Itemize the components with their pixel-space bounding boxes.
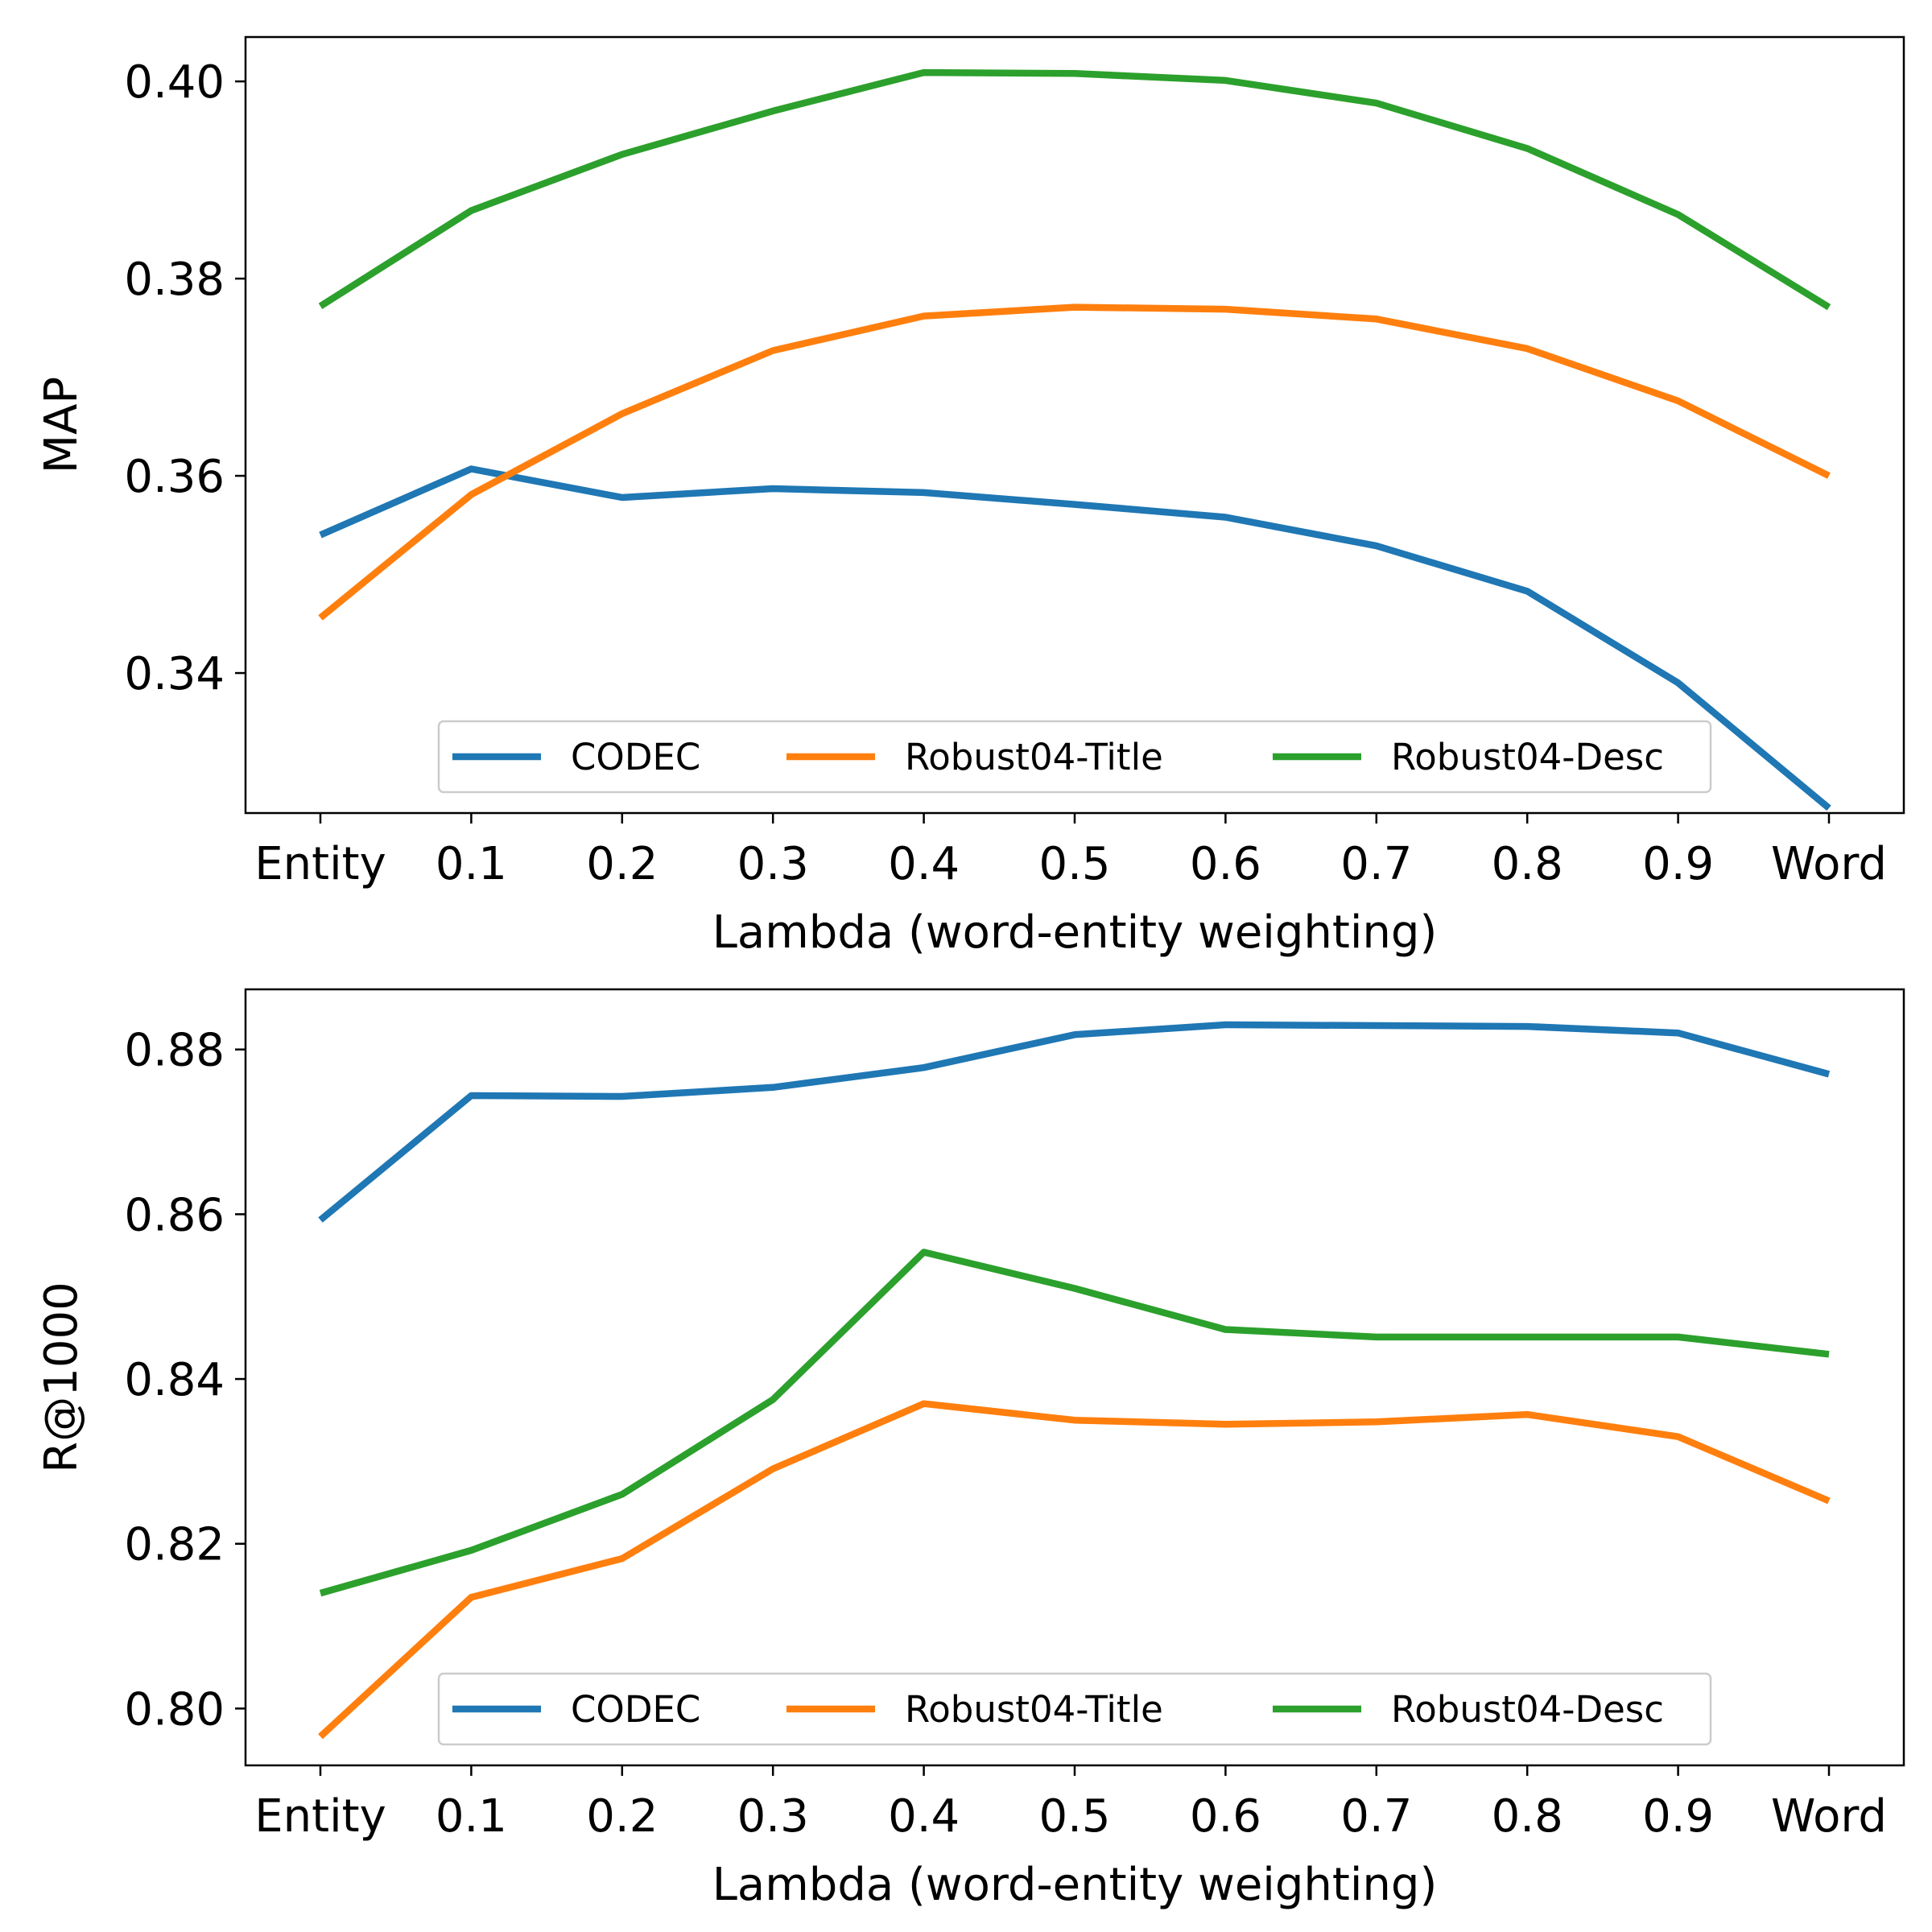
recall-x-tick-label: 0.6 <box>1190 1790 1261 1843</box>
map-legend: CODEC Robust04-Title Robust04-Desc <box>437 720 1712 794</box>
recall-legend-label-robust04-desc: Robust04-Desc <box>1391 1688 1664 1731</box>
recall-y-tick-label: 0.80 <box>124 1683 225 1736</box>
map-y-tick-label: 0.36 <box>124 451 225 503</box>
recall-x-tick-label: 0.9 <box>1642 1790 1714 1843</box>
recall-panel: Entity 0.1 0.2 0.3 0.4 0.5 0.6 0.7 0.8 0.9 Word 0.8… <box>35 988 1905 1911</box>
recall-x-tick-label: 0.7 <box>1340 1790 1412 1843</box>
recall-x-tick-label: 0.3 <box>737 1790 809 1843</box>
map-x-axis-label: Lambda (word-entity weighting) <box>712 906 1438 959</box>
recall-x-tick-label: 0.1 <box>436 1790 507 1843</box>
map-y-tick-label: 0.34 <box>124 648 225 700</box>
map-legend-label-robust04-title: Robust04-Title <box>905 736 1163 778</box>
map-y-axis-label: MAP <box>35 377 88 473</box>
map-x-tick-label: 0.9 <box>1642 838 1714 890</box>
recall-x-tick-label: 0.4 <box>888 1790 960 1843</box>
map-x-tick-label: 0.4 <box>888 838 960 890</box>
map-legend-box <box>437 720 1712 794</box>
recall-legend-box <box>437 1672 1712 1746</box>
recall-x-axis-label: Lambda (word-entity weighting) <box>712 1859 1438 1911</box>
recall-y-tick-label: 0.82 <box>124 1519 225 1571</box>
recall-y-tick-label: 0.84 <box>124 1354 225 1406</box>
map-x-tick-label: 0.5 <box>1038 838 1110 890</box>
map-y-tick-label: 0.38 <box>124 254 225 306</box>
map-x-tick-label: Entity <box>254 838 386 890</box>
recall-legend-label-codec: CODEC <box>571 1688 700 1731</box>
recall-legend-label-robust04-title: Robust04-Title <box>905 1688 1163 1731</box>
map-legend-label-robust04-desc: Robust04-Desc <box>1391 736 1664 778</box>
map-x-tick-label: 0.8 <box>1492 838 1563 890</box>
map-series-codec-line <box>319 465 1831 811</box>
map-y-tick-label: 0.40 <box>124 56 225 109</box>
recall-series-robust04-title-line <box>318 1400 1831 1740</box>
recall-x-tick-label: 0.8 <box>1492 1790 1563 1843</box>
recall-legend: CODEC Robust04-Title Robust04-Desc <box>437 1672 1712 1746</box>
map-x-tick-label: 0.2 <box>586 838 658 890</box>
recall-series-codec-line <box>318 1021 1831 1223</box>
recall-x-tick-label: 0.5 <box>1038 1790 1110 1843</box>
map-x-tick-label: 0.1 <box>436 838 507 890</box>
recall-y-tick-label: 0.88 <box>124 1025 225 1077</box>
map-x-tick-label: 0.6 <box>1190 838 1261 890</box>
recall-x-tick-label: Word <box>1771 1790 1887 1843</box>
map-series-robust04-title-line <box>318 303 1831 621</box>
map-x-tick-label: Word <box>1771 838 1887 890</box>
map-x-tick-label: 0.3 <box>737 838 809 890</box>
recall-series-robust04-desc-line <box>319 1249 1830 1597</box>
recall-y-tick-label: 0.86 <box>124 1189 225 1241</box>
map-x-tick-label: 0.7 <box>1340 838 1412 890</box>
recall-x-tick-label: Entity <box>254 1790 386 1843</box>
map-series-robust04-desc-line <box>318 68 1831 311</box>
recall-y-axis-label: R@1000 <box>35 1282 88 1472</box>
map-legend-label-codec: CODEC <box>571 736 700 778</box>
recall-x-tick-label: 0.2 <box>586 1790 658 1843</box>
map-panel: Entity 0.1 0.2 0.3 0.4 0.5 0.6 0.7 0.8 0.9 Word 0.3… <box>35 35 1905 959</box>
